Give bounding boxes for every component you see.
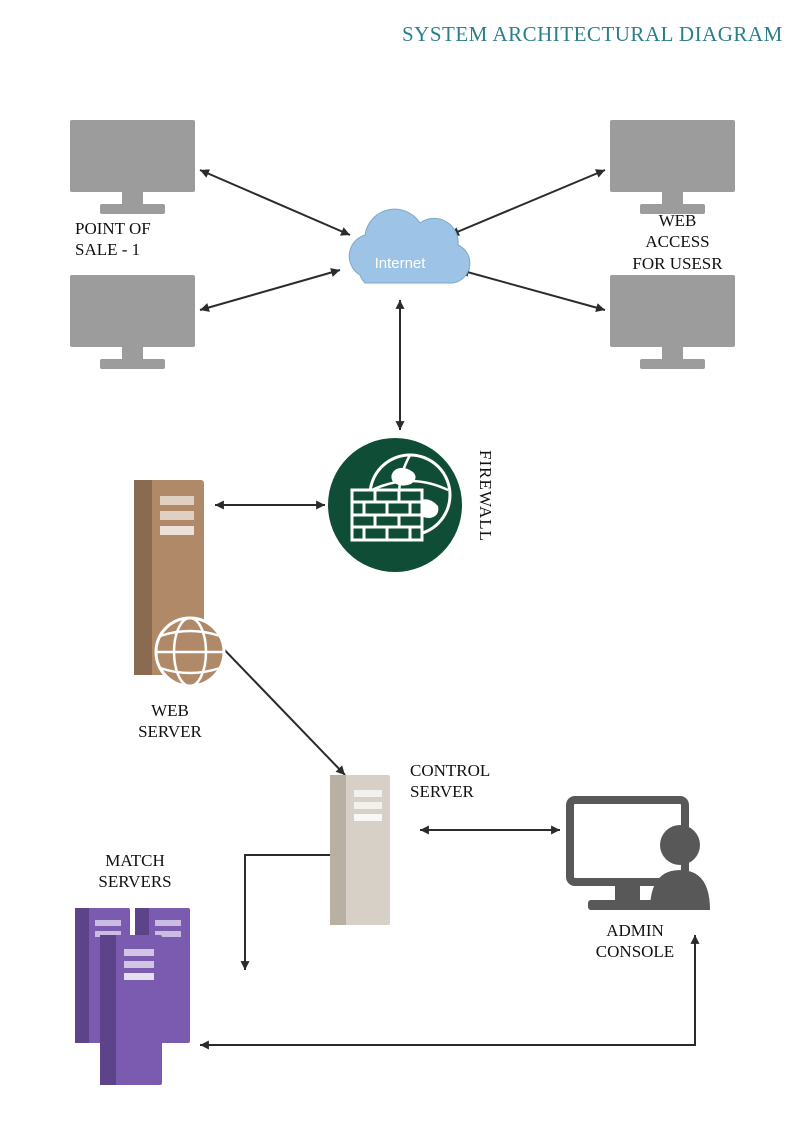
admin-label: ADMIN CONSOLE xyxy=(575,920,695,963)
web-monitor-1 xyxy=(610,120,735,214)
match-servers-icon xyxy=(75,908,190,1085)
admin-console-icon xyxy=(570,800,710,910)
webaccess-label: WEB ACCESS FOR USESR xyxy=(610,210,745,274)
match-label: MATCH SERVERS xyxy=(75,850,195,893)
control-label: CONTROL SERVER xyxy=(410,760,530,803)
edges-layer xyxy=(200,169,700,1049)
internet-cloud-icon: Internet xyxy=(349,209,470,283)
pos-monitor-1 xyxy=(70,120,195,214)
internet-label: Internet xyxy=(375,255,427,272)
web-monitor-2 xyxy=(610,275,735,369)
firewall-label: FIREWALL xyxy=(475,450,495,542)
pos-monitor-2 xyxy=(70,275,195,369)
pos-label: POINT OF SALE - 1 xyxy=(75,218,195,261)
webserver-label: WEB SERVER xyxy=(120,700,220,743)
firewall-icon xyxy=(328,438,462,572)
control-server-icon xyxy=(330,775,390,925)
web-server-icon xyxy=(134,480,224,686)
diagram-title: SYSTEM ARCHITECTURAL DIAGRAM xyxy=(402,22,783,47)
